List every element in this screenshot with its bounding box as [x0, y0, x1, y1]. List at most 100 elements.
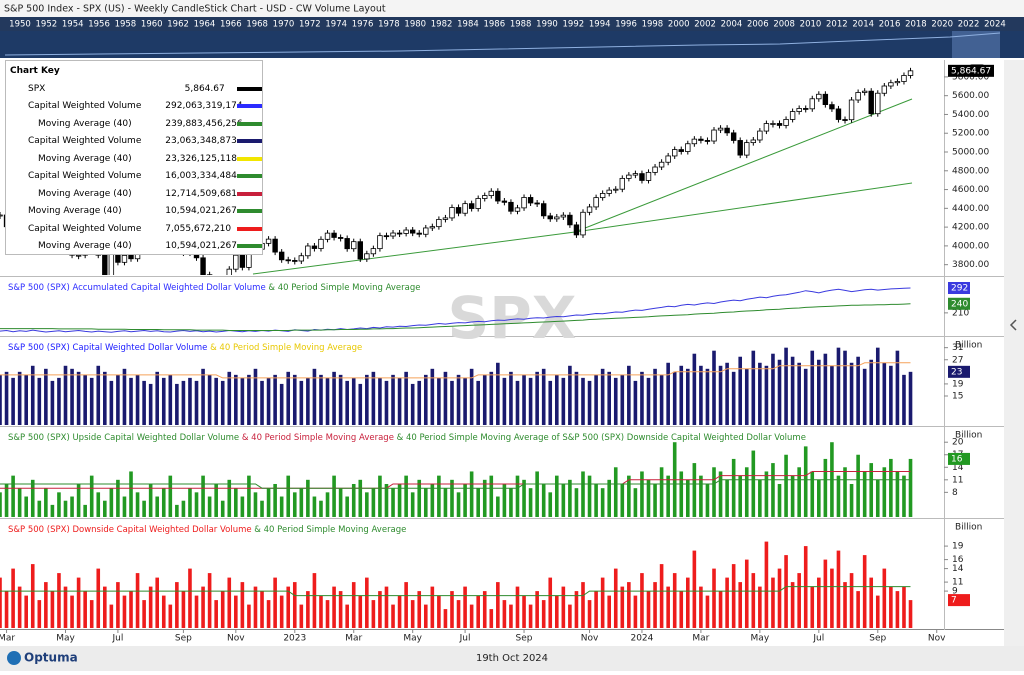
year-label: 1964	[194, 20, 216, 30]
candle	[658, 161, 665, 168]
volume-bar	[443, 371, 448, 425]
volume-bar	[129, 377, 133, 425]
volume-bar	[417, 380, 422, 425]
candle	[691, 138, 698, 145]
candle	[416, 232, 422, 235]
volume-bar	[148, 586, 153, 628]
ma-line	[0, 586, 911, 597]
volume-bar	[351, 483, 356, 517]
candle	[429, 226, 436, 229]
candle	[396, 232, 403, 235]
chart-key: Chart Key SPX 5,864.67 Capital Weighted Vo…	[5, 60, 263, 255]
volume-bar	[554, 475, 559, 517]
volume-bar	[771, 353, 775, 425]
volume-bar	[4, 591, 9, 628]
volume-bar	[430, 586, 435, 628]
candle	[672, 149, 678, 157]
candle	[901, 75, 907, 82]
volume-bar	[528, 488, 533, 517]
overview-selection[interactable]	[952, 31, 1000, 58]
key-label: Moving Average (40)	[38, 153, 132, 164]
candle	[514, 207, 521, 212]
volume-bar	[234, 595, 238, 628]
year-label: 2024	[984, 20, 1006, 30]
volume-bar	[502, 483, 507, 517]
volume-bar	[292, 374, 297, 425]
volume-bar	[731, 564, 736, 628]
x-tick-label: 2024	[630, 634, 653, 644]
y-tick-label: 27	[952, 355, 963, 365]
key-value: 23,326,125,118	[165, 153, 237, 164]
volume-bar	[758, 479, 762, 517]
volume-bar	[391, 488, 395, 517]
volume-bar	[843, 582, 847, 628]
volume-bar	[70, 595, 74, 628]
y-tick-label: 4600.00	[952, 185, 989, 195]
volume-bar	[712, 467, 716, 517]
volume-bar	[63, 365, 68, 425]
volume-bar	[587, 475, 592, 517]
volume-bar	[843, 350, 847, 425]
trendline	[574, 98, 913, 233]
y-tick-label: 11	[952, 475, 963, 485]
x-tick-label: May	[403, 634, 422, 644]
y-tick-label: 5600.00	[952, 91, 989, 101]
volume-bar	[57, 377, 61, 425]
volume-bar	[404, 475, 408, 517]
volume-bar	[50, 591, 55, 628]
volume-bar	[148, 383, 153, 425]
y-tick-label: 11	[952, 578, 963, 588]
volume-bar	[253, 586, 258, 628]
year-label: 1954	[62, 20, 84, 30]
volume-bar	[306, 377, 310, 425]
volume-bar	[600, 488, 605, 517]
volume-bar	[201, 586, 205, 628]
volume-bar	[220, 380, 225, 425]
volume-bar	[679, 365, 684, 425]
volume-bar	[161, 595, 166, 628]
volume-bar	[849, 483, 854, 517]
candle	[724, 127, 730, 134]
volume-bar	[410, 600, 415, 628]
volume-bar	[253, 492, 258, 517]
candle	[292, 260, 298, 262]
y-tick-label: 15	[952, 392, 963, 402]
candle	[324, 232, 331, 240]
value-badge-label: 292	[951, 284, 968, 294]
unit-label: Billion	[955, 431, 982, 441]
volume-bar	[869, 463, 874, 517]
volume-bar	[17, 586, 22, 628]
volume-bar	[30, 365, 35, 425]
volume-bar	[437, 377, 441, 425]
volume-bar	[738, 582, 743, 628]
key-label: Capital Weighted Volume	[28, 101, 142, 112]
candle	[580, 211, 586, 236]
candle	[881, 85, 888, 94]
panel-title-part: S&P 500 (SPX) Accumulated Capital Weight…	[8, 283, 266, 293]
candle	[370, 248, 377, 255]
volume-bar	[672, 573, 677, 628]
candle	[842, 119, 848, 121]
key-row: Capital Weighted Volume 292,063,319,174	[6, 98, 262, 116]
candle	[449, 207, 455, 219]
candle	[567, 214, 573, 226]
year-label: 1958	[115, 20, 137, 30]
y-tick-label: 9	[952, 587, 958, 597]
volume-bar	[135, 492, 140, 517]
y-tick-label: 3800.00	[952, 260, 989, 270]
key-row: Capital Weighted Volume 7,055,672,210	[6, 220, 262, 238]
volume-bar	[260, 500, 264, 517]
key-row: Capital Weighted Volume 23,063,348,873	[6, 133, 262, 151]
volume-bar	[889, 365, 893, 425]
ma-line	[0, 471, 911, 489]
y-tick-label: 16	[952, 555, 964, 565]
volume-bar	[476, 488, 480, 517]
side-panel[interactable]	[1004, 60, 1024, 646]
volume-bar	[875, 347, 880, 425]
x-tick-label: May	[56, 634, 75, 644]
volume-bar	[613, 467, 618, 517]
volume-bar	[908, 458, 913, 517]
volume-bar	[744, 368, 749, 425]
y-tick-label: 4000.00	[952, 241, 989, 251]
collapse-arrow[interactable]	[1009, 319, 1017, 331]
